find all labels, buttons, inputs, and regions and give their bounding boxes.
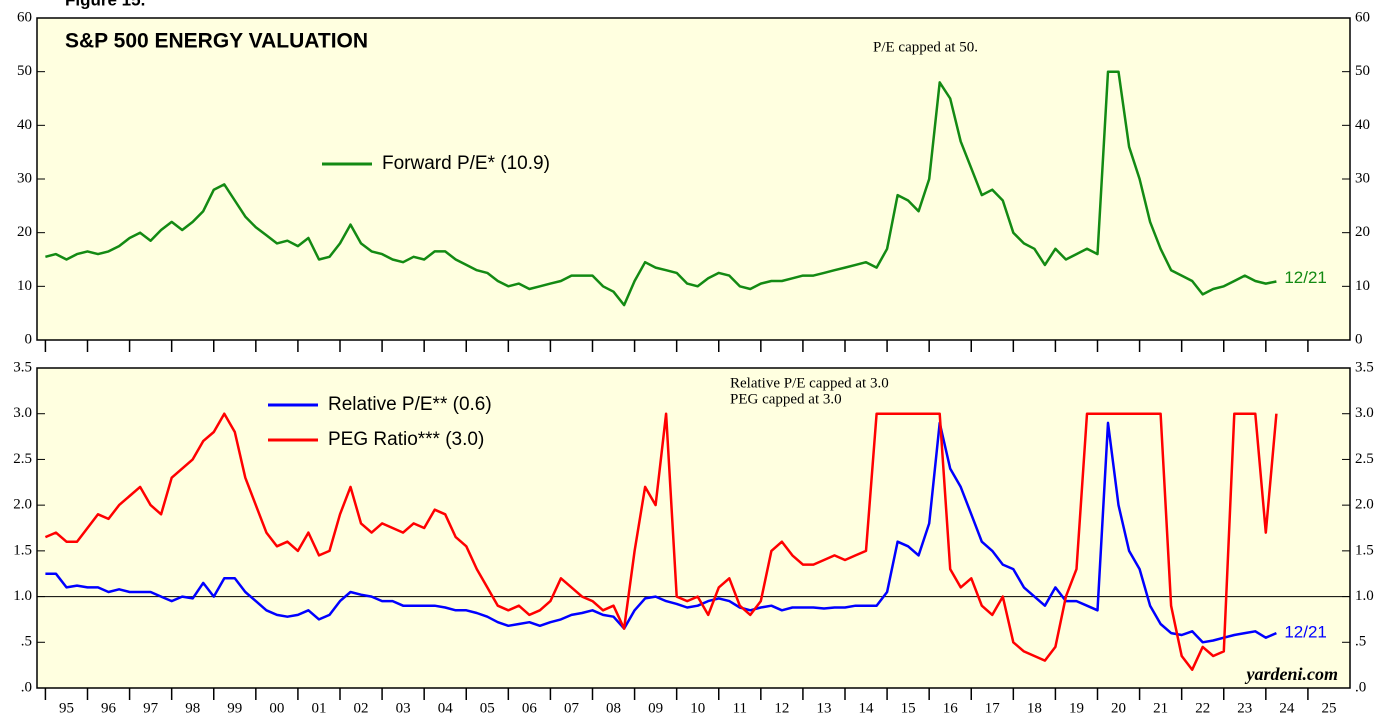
series-line <box>44 412 1278 671</box>
y-tick-label: 1.5 <box>1355 542 1374 558</box>
x-tick-label: 01 <box>311 700 326 716</box>
end-label: 12/21 <box>1284 268 1327 287</box>
y-tick-label: 30 <box>1355 170 1370 186</box>
figure-label: Figure 15. <box>65 0 145 9</box>
y-tick-label: .5 <box>1355 634 1366 650</box>
x-tick-label: 15 <box>901 700 916 716</box>
y-tick-label: 40 <box>1355 117 1370 133</box>
x-tick-label: 14 <box>859 700 875 716</box>
y-tick-label: 3.5 <box>13 359 32 375</box>
x-tick-label: 13 <box>816 700 831 716</box>
x-tick-label: 12 <box>774 700 789 716</box>
series-line <box>45 421 1277 644</box>
x-tick-label: 02 <box>354 700 369 716</box>
x-tick-label: 06 <box>522 700 538 716</box>
x-tick-label: 10 <box>690 700 705 716</box>
y-tick-label: 1.0 <box>13 588 32 604</box>
legend-label: Forward P/E* (10.9) <box>382 153 550 174</box>
x-tick-label: 98 <box>185 700 200 716</box>
y-tick-label: .0 <box>21 679 32 695</box>
y-tick-label: 60 <box>17 9 32 25</box>
x-tick-label: 25 <box>1321 700 1336 716</box>
x-tick-label: 17 <box>985 700 1001 716</box>
y-tick-label: 2.5 <box>1355 451 1374 467</box>
x-tick-label: 11 <box>733 700 747 716</box>
annotation: P/E capped at 50. <box>873 39 978 55</box>
series-line <box>45 70 1277 307</box>
y-tick-label: 2.5 <box>13 451 32 467</box>
y-tick-label: 20 <box>17 224 32 240</box>
x-tick-label: 08 <box>606 700 621 716</box>
x-tick-label: 04 <box>438 700 454 716</box>
y-tick-label: 3.5 <box>1355 359 1374 375</box>
legend-label: Relative P/E** (0.6) <box>328 394 492 415</box>
x-tick-label: 00 <box>269 700 284 716</box>
legend-label: PEG Ratio*** (3.0) <box>328 429 484 450</box>
x-tick-label: 22 <box>1195 700 1210 716</box>
x-tick-label: 96 <box>101 700 117 716</box>
y-tick-label: 1.5 <box>13 542 32 558</box>
annotation: Relative P/E capped at 3.0 <box>730 375 889 391</box>
x-tick-label: 95 <box>59 700 74 716</box>
x-tick-label: 09 <box>648 700 663 716</box>
x-tick-label: 23 <box>1237 700 1252 716</box>
x-tick-label: 03 <box>396 700 411 716</box>
y-tick-label: 3.0 <box>1355 405 1374 421</box>
y-tick-label: 20 <box>1355 224 1370 240</box>
y-tick-label: 2.0 <box>1355 497 1374 513</box>
y-tick-label: .0 <box>1355 679 1366 695</box>
plot-area <box>36 17 1351 341</box>
y-tick-label: 50 <box>17 63 32 79</box>
x-tick-label: 19 <box>1069 700 1084 716</box>
x-tick-label: 20 <box>1111 700 1126 716</box>
y-tick-label: 1.0 <box>1355 588 1374 604</box>
x-tick-label: 99 <box>227 700 242 716</box>
y-tick-label: 0 <box>1355 331 1363 347</box>
source: yardeni.com <box>1245 664 1339 684</box>
y-tick-label: 0 <box>25 331 33 347</box>
x-tick-label: 21 <box>1153 700 1168 716</box>
plot-area <box>36 367 1351 689</box>
x-tick-label: 24 <box>1279 700 1295 716</box>
x-tick-label: 97 <box>143 700 159 716</box>
annotation: PEG capped at 3.0 <box>730 391 842 407</box>
x-tick-label: 16 <box>943 700 959 716</box>
end-label: 12/21 <box>1284 623 1327 642</box>
x-tick-label: 05 <box>480 700 495 716</box>
y-tick-label: 60 <box>1355 9 1370 25</box>
y-tick-label: 30 <box>17 170 32 186</box>
y-tick-label: 50 <box>1355 63 1370 79</box>
chart-title: S&P 500 ENERGY VALUATION <box>65 30 368 53</box>
y-tick-label: 10 <box>1355 278 1370 294</box>
y-tick-label: 10 <box>17 278 32 294</box>
y-tick-label: 3.0 <box>13 405 32 421</box>
x-tick-label: 18 <box>1027 700 1042 716</box>
x-tick-label: 07 <box>564 700 580 716</box>
y-tick-label: 40 <box>17 117 32 133</box>
y-tick-label: 2.0 <box>13 497 32 513</box>
y-tick-label: .5 <box>21 634 32 650</box>
